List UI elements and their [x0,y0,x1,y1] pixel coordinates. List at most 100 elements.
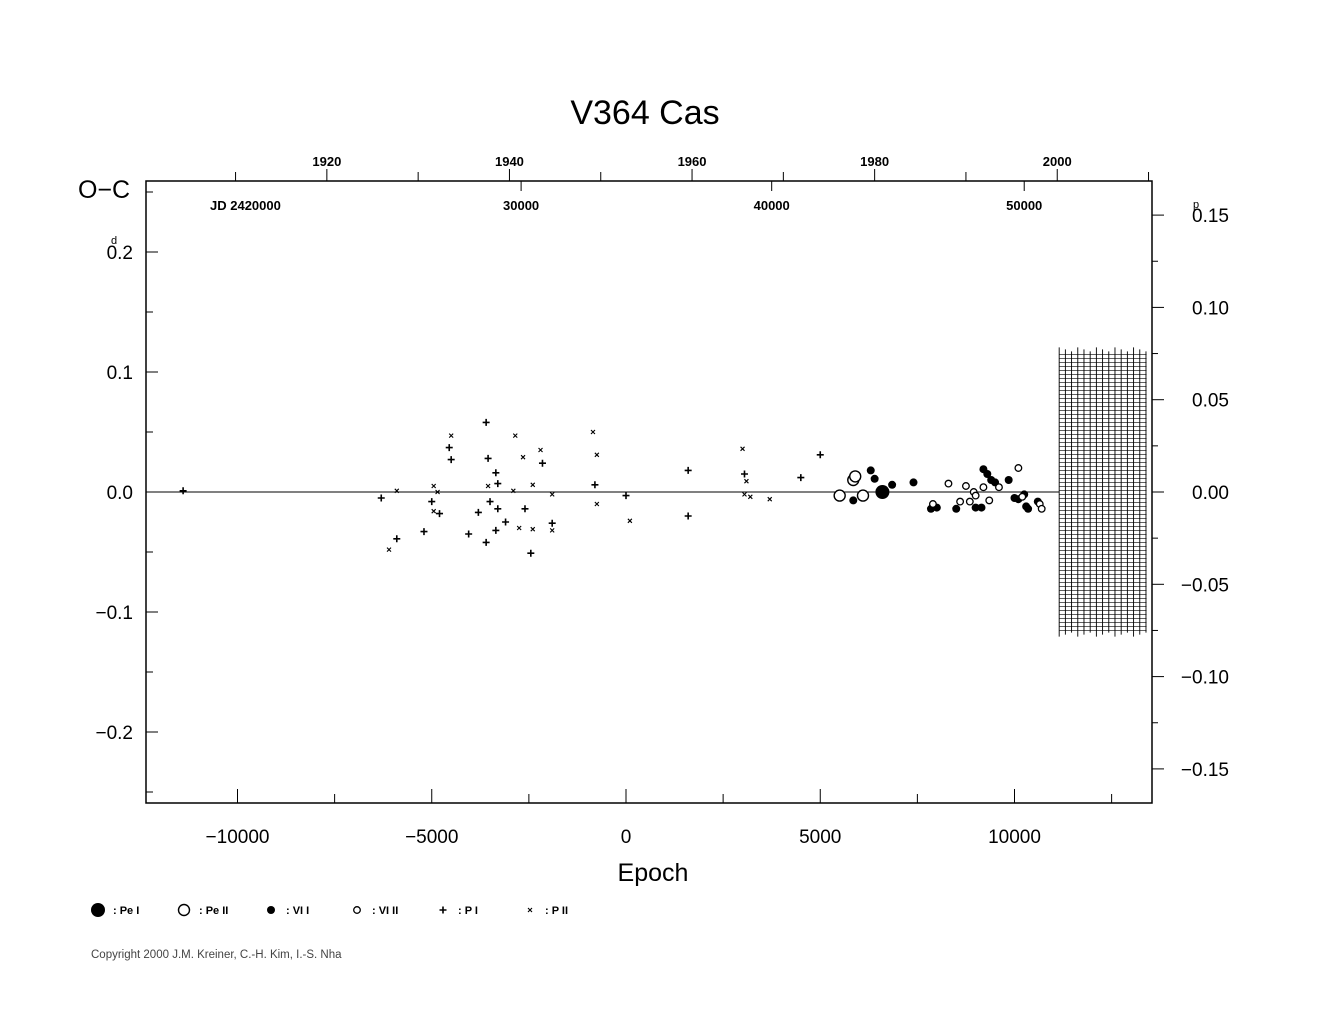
legend-symbol-p1 [439,906,447,914]
x-axis-label: Epoch [618,859,689,887]
data-point-p2 [747,494,753,500]
y-unit-label: d [111,235,117,247]
data-point-p2 [627,518,633,524]
year-label: 1940 [495,154,524,169]
data-point-p1 [527,549,535,557]
data-point-vi2 [1014,464,1023,472]
legend-symbol-vi2 [353,906,361,914]
data-point-p1 [492,526,500,534]
data-point-vi2 [1037,504,1046,513]
data-point-vi1 [952,504,961,513]
data-point-p1 [428,498,436,506]
data-point-p1 [393,535,401,543]
year-label: 1920 [312,154,341,169]
data-point-p2 [767,496,773,502]
data-point-p2 [386,547,392,552]
legend-label: : Pe I [113,905,139,917]
right-unit-label: p [1193,199,1199,211]
data-point-p1 [474,508,482,516]
y-tick-label: −0.2 [95,723,133,744]
data-point-p2 [516,525,522,531]
y-tick-label: 0.2 [107,243,133,264]
legend-label: : P I [458,905,478,917]
right-tick-label: 0.05 [1192,391,1229,412]
data-point-vi1 [849,496,858,505]
data-point-p2 [431,508,437,514]
data-point-vi1 [971,503,980,512]
legend-label: : Pe II [199,905,228,917]
x-axis: −10000 −5000 0 5000 10000 [206,789,1113,848]
data-point-p1 [684,512,692,520]
year-label: 1980 [860,154,889,169]
data-point-vi2 [961,482,970,490]
data-point-vi2 [995,483,1003,492]
data-point-p1 [548,519,556,527]
legend-label: : VI I [286,905,309,917]
top-axis: 1920 1940 1960 1980 2000 30000 40000 50000 [235,154,1150,213]
x-tick-label: −10000 [206,827,270,848]
data-point-p1 [179,487,187,495]
data-point-vi1 [909,478,918,487]
data-point-p1 [591,481,599,489]
data-point-p1 [622,492,630,500]
data-point-p2 [590,429,596,435]
right-tick-label: 0.10 [1192,298,1229,319]
data-point-p2 [740,446,745,452]
data-point-p1 [502,518,510,526]
data-point-p1 [684,466,692,474]
data-point-vi1 [888,480,897,489]
data-point-p2 [512,433,518,438]
x-tick-label: 0 [621,827,632,848]
jd-label: 30000 [503,198,539,213]
data-point-vi2 [928,500,937,508]
data-point-p1 [482,418,490,426]
legend-symbol-p2 [527,907,533,913]
data-point-p1 [521,505,529,513]
data-point-p1 [494,505,502,513]
right-tick-label: −0.15 [1181,760,1229,781]
right-tick-label: 0.15 [1192,206,1229,227]
data-point-pe2 [833,489,846,502]
jd-label: JD 2420000 [210,198,281,213]
data-point-p2 [530,526,536,532]
data-point-p2 [594,501,600,507]
data-point-p1 [465,530,473,538]
data-point-p1 [486,498,494,506]
data-points [179,418,1046,557]
legend-symbol-vi1 [267,906,275,914]
data-point-p1 [538,459,546,467]
copyright-text: Copyright 2000 J.M. Kreiner, C.-H. Kim, … [91,949,342,961]
data-point-p2 [538,447,543,453]
data-point-p2 [435,489,440,495]
year-label: 2000 [1043,154,1072,169]
y-axis-right: 0.15p 0.10 0.05 0.00 −0.05 −0.10 −0.15 [1152,199,1229,781]
data-point-p2 [549,492,555,497]
data-point-p1 [816,451,824,459]
data-point-p2 [394,488,400,494]
data-point-p1 [482,538,490,546]
y-axis-left: 0.2d 0.1 0.0 −0.1 −0.2 [95,191,158,793]
y-tick-label: 0.0 [107,483,133,504]
data-point-vi1 [870,474,879,483]
data-point-p1 [492,469,500,477]
legend: : Pe I: Pe II: VI I: VI II: P I: P II [91,903,568,917]
data-point-vi2 [944,479,953,488]
data-point-p1 [420,528,428,536]
data-point-p2 [742,492,747,497]
jd-label: 50000 [1006,198,1042,213]
data-point-pe2 [856,489,870,502]
data-point-vi1 [977,503,986,512]
data-point-vi2 [985,496,994,505]
data-point-vi1 [1004,476,1013,484]
data-point-vi2 [965,497,974,506]
legend-label: : P II [545,905,568,917]
y-tick-label: 0.1 [107,363,133,384]
data-point-p2 [431,483,437,489]
data-point-p2 [594,452,600,458]
x-tick-label: 10000 [988,827,1041,848]
legend-symbol-pe1 [91,903,105,917]
data-point-p2 [744,478,749,484]
x-tick-label: −5000 [405,827,458,848]
data-point-p2 [448,433,454,438]
